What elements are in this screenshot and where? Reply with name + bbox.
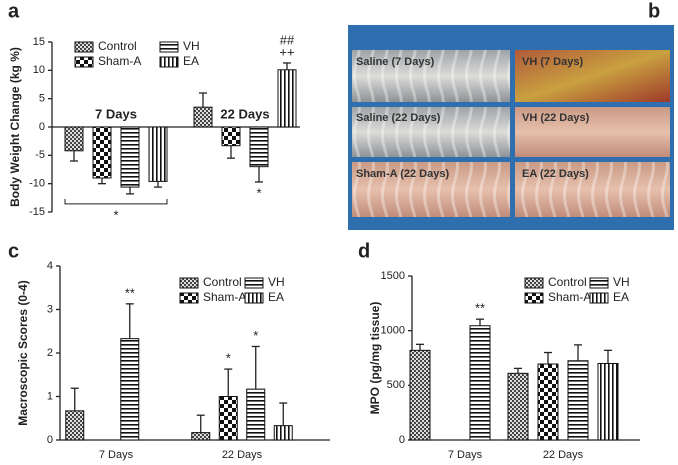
- panel-letter: b: [648, 0, 660, 22]
- bar: [537, 363, 559, 441]
- category-label: 7 Days: [448, 449, 483, 461]
- panel-letter: d: [358, 240, 370, 262]
- y-tick-label: -15: [29, 206, 45, 218]
- legend-swatch: [244, 277, 264, 289]
- legend-label: Sham-A: [548, 290, 591, 304]
- group-significance: *: [113, 207, 118, 222]
- photo: [348, 25, 674, 230]
- y-tick-label: 1: [47, 390, 53, 402]
- photo-caption: Saline (22 Days): [356, 112, 441, 124]
- bar: [246, 388, 266, 441]
- significance-label: **: [125, 285, 135, 300]
- bar: [193, 106, 213, 128]
- bar: [120, 338, 140, 441]
- y-tick-label: 0: [399, 434, 405, 446]
- legend-label: Control: [203, 275, 242, 289]
- category-label: 22 Days: [543, 449, 584, 461]
- bar: [273, 425, 293, 441]
- photo-caption: Saline (7 Days): [356, 56, 435, 68]
- legend-swatch: [244, 292, 264, 304]
- legend-label: VH: [613, 275, 630, 289]
- bar: [92, 126, 112, 179]
- legend-label: EA: [613, 290, 629, 304]
- legend-swatch: [74, 56, 94, 68]
- bar: [221, 126, 241, 147]
- y-tick-label: 0: [47, 434, 53, 446]
- legend-swatch: [179, 277, 199, 289]
- significance-label: *: [226, 351, 231, 366]
- photo-caption: VH (22 Days): [522, 112, 590, 124]
- legend-swatch: [74, 41, 94, 53]
- y-tick-label: 500: [387, 379, 405, 391]
- legend-label: EA: [183, 54, 199, 68]
- bar: [469, 325, 491, 441]
- photo-caption: Sham-A (22 Days): [356, 168, 449, 180]
- y-axis-label: Macroscopic Scores (0-4): [16, 280, 30, 425]
- category-label: 22 Days: [220, 106, 269, 121]
- legend-swatch: [159, 41, 179, 53]
- bar: [567, 360, 589, 441]
- significance-label: *: [256, 185, 261, 200]
- bar: [120, 126, 140, 188]
- bar: [277, 69, 297, 128]
- bar: [64, 126, 84, 152]
- panel-letter: a: [8, 0, 20, 22]
- legend-label: Control: [548, 275, 587, 289]
- y-tick-label: 0: [39, 121, 45, 133]
- legend-label: Sham-A: [98, 54, 141, 68]
- bar: [191, 432, 211, 441]
- bracket: [64, 198, 168, 205]
- legend-label: VH: [183, 39, 200, 53]
- bar: [218, 396, 238, 441]
- photo-caption: EA (22 Days): [522, 168, 589, 180]
- legend-label: EA: [268, 290, 284, 304]
- bar: [65, 410, 85, 441]
- category-label: 7 Days: [95, 106, 137, 121]
- bar: [409, 349, 431, 441]
- legend-swatch: [524, 277, 544, 289]
- bar: [148, 126, 168, 182]
- y-tick-label: 10: [33, 64, 45, 76]
- legend-swatch: [179, 292, 199, 304]
- y-tick-label: 1500: [381, 270, 405, 282]
- significance-label: ++: [279, 44, 294, 59]
- legend-label: Sham-A: [203, 290, 246, 304]
- y-tick-label: 1000: [381, 325, 405, 337]
- y-tick-label: -10: [29, 178, 45, 190]
- y-axis-label: MPO (pg/mg tissue): [368, 302, 382, 415]
- photo-caption: VH (7 Days): [522, 56, 583, 68]
- y-tick-label: 5: [39, 93, 45, 105]
- legend-swatch: [589, 277, 609, 289]
- legend-label: VH: [268, 275, 285, 289]
- y-tick-label: 3: [47, 303, 53, 315]
- legend-label: Control: [98, 39, 137, 53]
- significance-label: ##: [280, 32, 295, 47]
- category-label: 7 Days: [99, 449, 134, 461]
- legend-swatch: [159, 56, 179, 68]
- legend-swatch: [589, 292, 609, 304]
- bar: [597, 362, 619, 441]
- y-tick-label: 4: [47, 260, 53, 272]
- panel-letter: c: [8, 240, 19, 262]
- y-tick-label: 2: [47, 347, 53, 359]
- significance-label: **: [475, 301, 485, 316]
- bar: [507, 372, 529, 441]
- bar: [249, 126, 269, 168]
- y-axis-label: Body Weight Change (kg %): [8, 47, 22, 207]
- y-tick-label: -5: [35, 149, 45, 161]
- category-label: 22 Days: [222, 449, 263, 461]
- legend-swatch: [524, 292, 544, 304]
- y-tick-label: 15: [33, 36, 45, 48]
- significance-label: *: [253, 328, 258, 343]
